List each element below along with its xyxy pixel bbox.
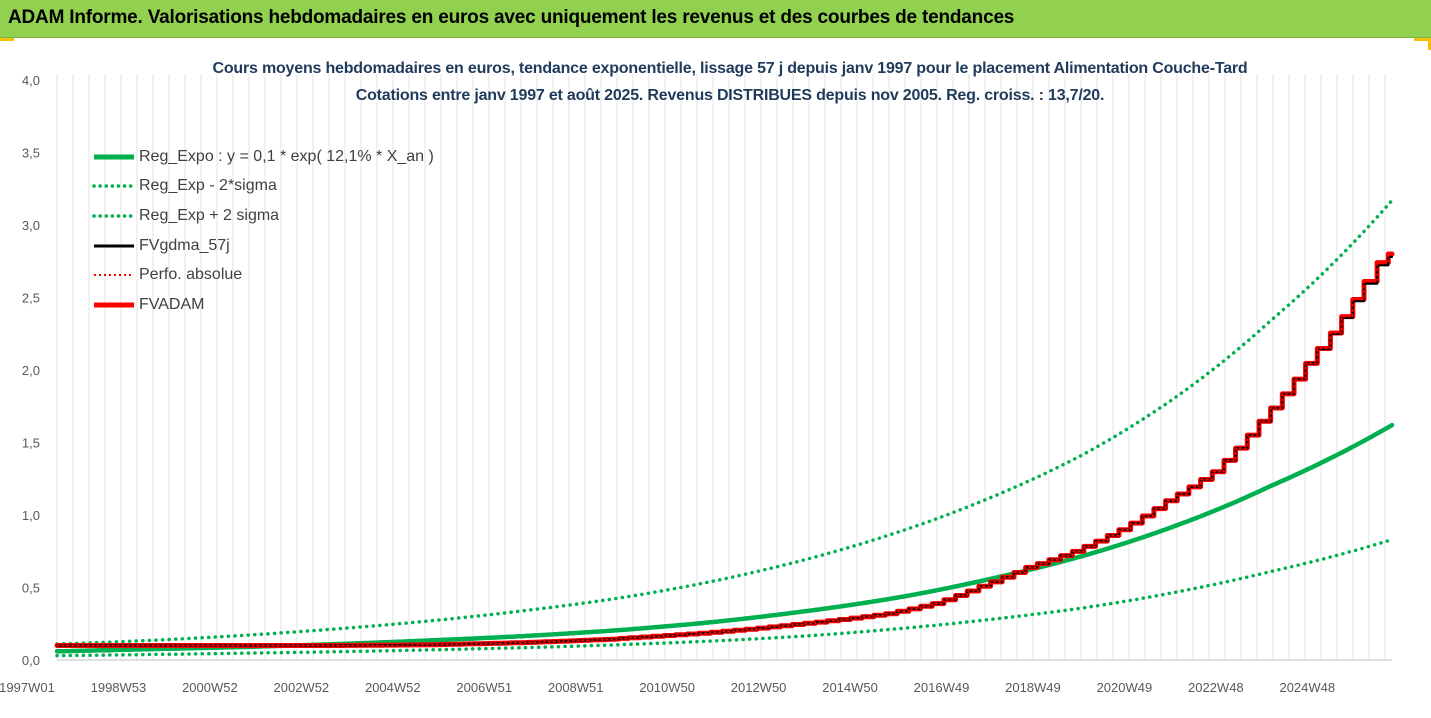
x-tick-label-11: 2018W49 <box>1005 680 1061 695</box>
legend-label: Reg_Exp - 2*sigma <box>139 177 277 195</box>
x-tick-label-5: 2006W51 <box>456 680 512 695</box>
legend-swatch <box>92 184 136 189</box>
legend-item-reg-exp-plus: Reg_Exp + 2 sigma <box>92 201 434 231</box>
chart-subtitle: Cotations entre janv 1997 et août 2025. … <box>355 87 1105 104</box>
x-tick-label-3: 2002W52 <box>274 680 330 695</box>
legend-swatch <box>94 274 134 277</box>
x-tick-label-8: 2012W50 <box>731 680 787 695</box>
legend-label: Reg_Exp + 2 sigma <box>139 206 280 224</box>
series-layer <box>54 198 1395 658</box>
header-bar: ADAM Informe. Valorisations hebdomadaire… <box>0 0 1431 38</box>
series-line-4 <box>56 253 1393 647</box>
x-tick-label-6: 2008W51 <box>548 680 604 695</box>
legend-label: Reg_Expo : y = 0,1 * exp( 12,1% * X_an ) <box>139 147 434 165</box>
legend-item-reg-expo: Reg_Expo : y = 0,1 * exp( 12,1% * X_an ) <box>92 142 434 172</box>
chart-legend: Reg_Expo : y = 0,1 * exp( 12,1% * X_an )… <box>92 142 434 320</box>
series-line-1 <box>55 537 1394 658</box>
chart-plot: 0,0 0,5 1,0 1,5 2,0 2,5 3,0 3,5 4,0 1997W01 1998W5… <box>0 73 1395 695</box>
legend-item-perfo-absolue: Perfo. absolue <box>92 260 434 290</box>
y-tick-label-1: 0,5 <box>22 581 40 596</box>
chart-area: 0,0 0,5 1,0 1,5 2,0 2,5 3,0 3,5 4,0 1997W01 1998W5… <box>0 38 1431 718</box>
y-tick-label-6: 3,0 <box>22 218 40 233</box>
x-tick-label-4: 2004W52 <box>365 680 421 695</box>
legend-swatch <box>94 244 134 248</box>
x-tick-label-2: 2000W52 <box>182 680 238 695</box>
corner-marker-right-vertical <box>1428 38 1431 50</box>
legend-swatch <box>94 302 134 308</box>
y-tick-label-0: 0,0 <box>22 653 40 668</box>
x-tick-label-7: 2010W50 <box>639 680 695 695</box>
x-tick-label-10: 2016W49 <box>914 680 970 695</box>
series-line-2 <box>55 198 1394 646</box>
corner-marker-right <box>1414 38 1431 41</box>
y-tick-label-7: 3,5 <box>22 146 40 161</box>
legend-label: FVADAM <box>139 295 205 313</box>
corner-marker-left <box>0 38 14 41</box>
legend-label: Perfo. absolue <box>139 266 243 284</box>
x-tick-label-12: 2020W49 <box>1097 680 1153 695</box>
legend-item-fvadam: FVADAM <box>92 290 434 320</box>
chart-title: Cours moyens hebdomadaires en euros, ten… <box>212 60 1248 77</box>
legend-label: FVgdma_57j <box>139 236 230 254</box>
page-title: ADAM Informe. Valorisations hebdomadaire… <box>8 7 1015 28</box>
series-line-0 <box>54 422 1395 654</box>
y-tick-label-2: 1,0 <box>22 508 40 523</box>
legend-item-fvgdma: FVgdma_57j <box>92 231 434 261</box>
y-tick-label-4: 2,0 <box>22 363 40 378</box>
x-tick-label-14: 2024W48 <box>1279 680 1335 695</box>
x-tick-label-13: 2022W48 <box>1188 680 1244 695</box>
y-tick-label-8: 4,0 <box>22 73 40 88</box>
x-tick-label-9: 2014W50 <box>822 680 878 695</box>
y-tick-label-5: 2,5 <box>22 291 40 306</box>
legend-swatch <box>94 154 134 160</box>
legend-item-reg-exp-minus: Reg_Exp - 2*sigma <box>92 172 434 202</box>
grid-layer <box>56 74 1386 660</box>
legend-swatch <box>92 214 136 218</box>
y-tick-label-3: 1,5 <box>22 436 40 451</box>
axis-layer: 0,0 0,5 1,0 1,5 2,0 2,5 3,0 3,5 4,0 1997W01 1998W5… <box>0 73 1392 695</box>
x-tick-label-1: 1998W53 <box>91 680 147 695</box>
x-tick-label-0: 1997W01 <box>0 680 55 695</box>
